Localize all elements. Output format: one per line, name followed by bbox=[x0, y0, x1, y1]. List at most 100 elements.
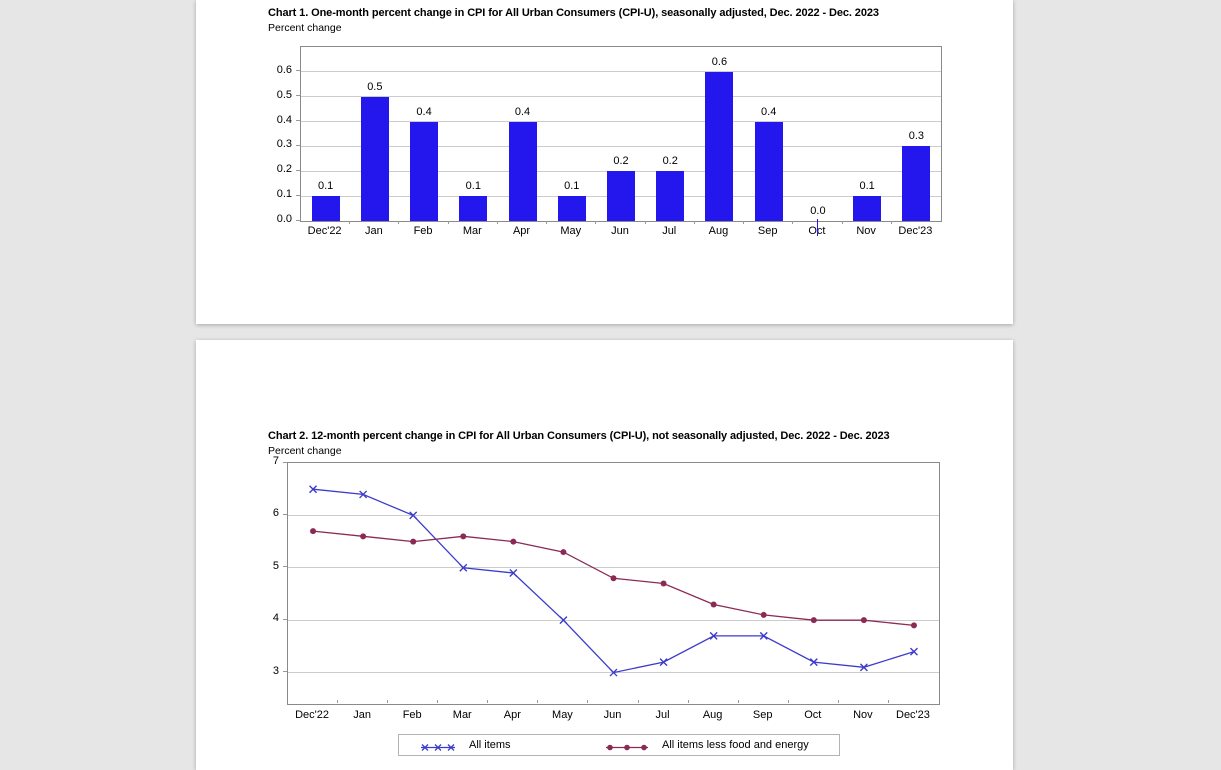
x-tick-mark bbox=[887, 700, 889, 703]
y-tick-label: 0.6 bbox=[276, 63, 292, 76]
bar-value-label: 0.4 bbox=[761, 105, 777, 118]
dot-marker-icon bbox=[410, 538, 417, 545]
dot-marker-icon bbox=[610, 575, 617, 582]
bar-value-label: 0.4 bbox=[514, 105, 531, 118]
bar bbox=[607, 171, 635, 221]
bar bbox=[656, 171, 685, 221]
x-tick-label: Mar bbox=[462, 225, 482, 237]
dot-marker-icon bbox=[910, 622, 917, 629]
x-tick-label: Jan bbox=[364, 225, 383, 237]
y-tick-mark bbox=[283, 461, 287, 463]
x-tick-mark bbox=[546, 221, 548, 224]
bar-value-label: 0.4 bbox=[416, 105, 432, 118]
legend-label-all-items: All items bbox=[469, 739, 511, 751]
x-tick-mark bbox=[837, 700, 839, 703]
x-tick-mark bbox=[387, 700, 389, 703]
gridline bbox=[301, 71, 941, 73]
legend-marker-glyph bbox=[421, 743, 455, 751]
gridline bbox=[301, 145, 941, 147]
x-tick-mark bbox=[587, 700, 589, 703]
x-marker-icon bbox=[509, 569, 518, 578]
x-tick-label: Feb bbox=[413, 225, 433, 237]
x-tick-mark bbox=[537, 700, 539, 703]
x-tick-label: May bbox=[560, 225, 582, 237]
x-tick-mark bbox=[737, 700, 739, 703]
x-tick-label: Aug bbox=[702, 709, 723, 721]
y-tick-label: 4 bbox=[272, 612, 279, 625]
y-tick-label: 5 bbox=[272, 559, 279, 572]
x-marker-icon bbox=[309, 485, 318, 494]
x-tick-label: Dec'22 bbox=[295, 709, 329, 721]
gridline bbox=[288, 619, 939, 621]
x-marker-icon bbox=[359, 490, 368, 499]
bar bbox=[853, 196, 882, 221]
bar bbox=[705, 71, 734, 221]
bar bbox=[360, 96, 389, 221]
gridline bbox=[301, 96, 941, 98]
x-tick-mark bbox=[787, 700, 789, 703]
chart2-title: Chart 2. 12-month percent change in CPI … bbox=[268, 430, 890, 442]
y-tick-mark bbox=[296, 194, 300, 196]
dot-marker-icon bbox=[660, 580, 667, 587]
bar bbox=[311, 196, 340, 221]
x-tick-mark bbox=[437, 700, 439, 703]
dot-marker-icon bbox=[760, 611, 767, 618]
line-x-marker-icon bbox=[421, 740, 455, 751]
chart1-title: Chart 1. One-month percent change in CPI… bbox=[268, 7, 879, 19]
bar-value-label: 0.5 bbox=[367, 80, 383, 93]
bar-value-label: 0.2 bbox=[613, 155, 629, 168]
bar-value-label: 0.6 bbox=[711, 55, 728, 68]
y-tick-label: 6 bbox=[272, 507, 279, 520]
x-tick-mark bbox=[487, 700, 489, 703]
x-tick-label: Dec'23 bbox=[898, 225, 933, 237]
y-tick-label: 0.1 bbox=[276, 188, 292, 201]
report-page-2: Chart 2. 12-month percent change in CPI … bbox=[196, 340, 1013, 770]
x-marker-icon bbox=[409, 511, 418, 520]
x-tick-label: Oct bbox=[804, 709, 822, 721]
bar-value-label: 0.0 bbox=[810, 205, 826, 217]
x-tick-label: Aug bbox=[708, 225, 729, 237]
chart2-series-canvas bbox=[309, 485, 918, 677]
y-tick-label: 7 bbox=[272, 455, 279, 467]
y-tick-mark bbox=[283, 513, 287, 515]
gridline bbox=[288, 567, 939, 569]
report-page-1: Chart 1. One-month percent change in CPI… bbox=[196, 0, 1013, 324]
legend-label-core: All items less food and energy bbox=[662, 739, 809, 751]
x-tick-label: Oct bbox=[791, 225, 843, 238]
y-tick-mark bbox=[283, 671, 287, 673]
y-tick-label: 0.3 bbox=[276, 138, 292, 151]
y-tick-label: 3 bbox=[272, 664, 279, 677]
bar-value-label: 0.2 bbox=[662, 155, 678, 168]
x-tick-mark bbox=[337, 700, 339, 703]
dot-marker-icon bbox=[310, 528, 317, 535]
chart1-axis-caption: Percent change bbox=[268, 22, 342, 34]
y-tick-label: 0.0 bbox=[276, 213, 292, 225]
x-tick-label: Mar bbox=[452, 709, 472, 721]
gridline bbox=[288, 514, 939, 516]
line-dot-marker-icon bbox=[606, 740, 648, 751]
x-tick-mark bbox=[496, 221, 498, 224]
x-tick-label: Dec'23 bbox=[896, 709, 930, 721]
bar-value-label: 0.1 bbox=[317, 180, 334, 193]
y-tick-mark bbox=[283, 618, 287, 620]
y-tick-mark bbox=[296, 219, 300, 221]
x-marker-icon bbox=[909, 647, 918, 656]
x-tick-label: Sep bbox=[757, 225, 778, 237]
x-tick-mark bbox=[792, 221, 794, 224]
x-marker-icon bbox=[459, 563, 468, 572]
dot-marker-icon bbox=[560, 549, 567, 556]
x-tick-mark bbox=[743, 221, 745, 224]
bar bbox=[410, 121, 439, 221]
x-tick-label: Jul bbox=[655, 709, 670, 721]
y-tick-label: 0.4 bbox=[276, 113, 292, 126]
bar-zero-spike bbox=[817, 219, 819, 236]
dot-marker-icon bbox=[810, 617, 817, 624]
bar-value-label: 0.1 bbox=[465, 180, 481, 193]
x-tick-mark bbox=[644, 221, 646, 224]
y-tick-label: 0.2 bbox=[276, 163, 292, 176]
bar bbox=[557, 196, 586, 221]
legend-entry-core: All items less food and energy bbox=[606, 735, 809, 755]
bar bbox=[459, 196, 488, 221]
bar-value-label: 0.3 bbox=[908, 130, 925, 143]
bar bbox=[508, 121, 537, 221]
